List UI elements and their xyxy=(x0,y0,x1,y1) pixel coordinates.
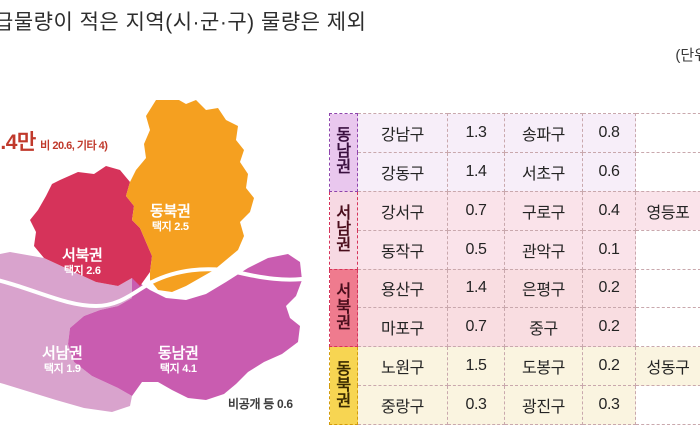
cell-district-name[interactable]: 은평구 xyxy=(504,268,583,309)
cell-district-value[interactable]: 1.4 xyxy=(447,151,505,192)
table-row[interactable]: 서남권 강서구 0.7 구로구 0.4 영등포 xyxy=(329,190,700,270)
cell-district-name[interactable]: 마포구 xyxy=(357,307,448,348)
cell-district-name[interactable]: 관악구 xyxy=(504,229,583,270)
table-row[interactable]: 마포구 0.7 중구 0.2 xyxy=(330,307,700,348)
cell-district-value[interactable]: 0.6 xyxy=(582,151,636,192)
cell-district-value[interactable]: 0.2 xyxy=(582,268,636,309)
map-callout-value: 36.4만 xyxy=(0,131,36,154)
table-row[interactable]: 동남권 강남구 1.3 송파구 0.8 xyxy=(329,113,700,192)
cell-district-value[interactable]: 0.8 xyxy=(582,113,636,153)
cell-extra-empty xyxy=(635,113,700,153)
cell-district-value[interactable]: 0.3 xyxy=(447,385,505,425)
cell-district-value[interactable]: 0.7 xyxy=(447,190,505,231)
group-header-dongbuk[interactable]: 동북권 xyxy=(329,346,358,425)
cell-district-value[interactable]: 0.1 xyxy=(582,229,636,270)
cell-district-name[interactable]: 중랑구 xyxy=(357,385,448,425)
group-header-dongnam-label: 동남권 xyxy=(336,127,351,177)
cell-extra-empty xyxy=(635,385,700,425)
cell-district-value[interactable]: 0.5 xyxy=(447,229,505,270)
table-row[interactable]: 서북권 용산구 1.4 은평구 0.2 xyxy=(329,268,700,348)
group-header-seobuk[interactable]: 서북권 xyxy=(329,268,358,348)
cell-district-name[interactable]: 송파구 xyxy=(504,113,583,153)
cell-district-name[interactable]: 강남구 xyxy=(357,113,448,153)
cell-district-value[interactable]: 1.4 xyxy=(447,268,505,309)
cell-district-value[interactable]: 1.3 xyxy=(447,113,505,153)
cell-district-name[interactable]: 용산구 xyxy=(357,268,448,309)
map-footnote: 비공개 등 0.6 xyxy=(228,397,293,411)
map-region-dongnam[interactable] xyxy=(68,254,302,400)
region-table: 동남권 강남구 1.3 송파구 0.8 강동구 1.4 서초구 0.6 서남권 xyxy=(329,113,700,425)
cell-district-value[interactable]: 1.5 xyxy=(447,346,505,387)
cell-district-name[interactable]: 동작구 xyxy=(357,229,448,270)
map-region-dongbuk[interactable] xyxy=(126,100,254,292)
page-headline: 급물량이 적은 지역(시·군·구) 물량은 제외 xyxy=(0,11,367,34)
region-table-container: 동남권 강남구 1.3 송파구 0.8 강동구 1.4 서초구 0.6 서남권 xyxy=(329,113,700,425)
table-row[interactable]: 강동구 1.4 서초구 0.6 xyxy=(330,151,700,192)
group-header-seonam-label: 서남권 xyxy=(336,205,351,255)
map-callout-sub: 비 20.6, 기타 4) xyxy=(40,140,108,152)
cell-extra-empty xyxy=(635,268,700,309)
map-river-han xyxy=(0,267,312,309)
cell-district-name[interactable]: 강서구 xyxy=(357,190,448,231)
group-header-seobuk-label: 서북권 xyxy=(336,282,351,332)
map-shapes xyxy=(0,100,312,412)
cell-extra-empty xyxy=(635,151,700,192)
cell-extra-district[interactable]: 영등포 xyxy=(635,190,700,231)
group-header-dongnam[interactable]: 동남권 xyxy=(329,113,358,192)
table-row[interactable]: 동작구 0.5 관악구 0.1 xyxy=(330,229,700,270)
cell-district-name[interactable]: 강동구 xyxy=(357,151,448,192)
cell-extra-empty xyxy=(635,229,700,270)
cell-district-name[interactable]: 서초구 xyxy=(504,151,583,192)
cell-district-name[interactable]: 도봉구 xyxy=(504,346,583,387)
cell-extra-district[interactable]: 성동구 xyxy=(635,346,700,387)
cell-district-value[interactable]: 0.4 xyxy=(582,190,636,231)
cell-district-value[interactable]: 0.2 xyxy=(582,346,636,387)
table-row[interactable]: 동북권 노원구 1.5 도봉구 0.2 성동구 xyxy=(329,346,700,425)
group-header-dongbuk-label: 동북권 xyxy=(336,360,351,410)
map-region-seobuk[interactable] xyxy=(30,166,152,286)
cell-extra-empty xyxy=(635,307,700,348)
cell-district-value[interactable]: 0.7 xyxy=(447,307,505,348)
unit-note: (단위 xyxy=(675,47,700,64)
map-callout: 36.4만 비 20.6, 기타 4) xyxy=(0,131,108,154)
cell-district-name[interactable]: 노원구 xyxy=(357,346,448,387)
region-table-body: 동남권 강남구 1.3 송파구 0.8 강동구 1.4 서초구 0.6 서남권 xyxy=(329,113,700,425)
seoul-region-map: 36.4만 비 20.6, 기타 4) 동북권 택지 2.5 서북권 택지 2.… xyxy=(0,100,322,440)
cell-district-name[interactable]: 중구 xyxy=(504,307,583,348)
cell-district-name[interactable]: 구로구 xyxy=(504,190,583,231)
cell-district-value[interactable]: 0.3 xyxy=(582,385,636,425)
table-row[interactable]: 중랑구 0.3 광진구 0.3 xyxy=(330,385,700,425)
group-header-seonam[interactable]: 서남권 xyxy=(329,190,358,270)
cell-district-value[interactable]: 0.2 xyxy=(582,307,636,348)
cell-district-name[interactable]: 광진구 xyxy=(504,385,583,425)
